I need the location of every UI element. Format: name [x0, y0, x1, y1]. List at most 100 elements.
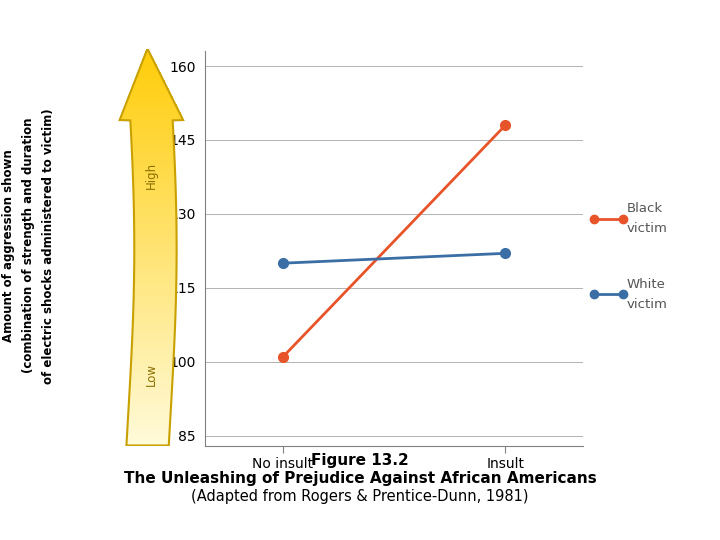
Polygon shape: [136, 75, 162, 78]
Polygon shape: [129, 93, 171, 96]
Polygon shape: [134, 207, 176, 210]
Polygon shape: [134, 252, 176, 255]
Polygon shape: [140, 64, 157, 67]
Text: of electric shocks administered to victim): of electric shocks administered to victi…: [42, 108, 55, 383]
Polygon shape: [132, 173, 175, 176]
Polygon shape: [130, 369, 173, 372]
Polygon shape: [133, 316, 176, 319]
Polygon shape: [128, 411, 171, 414]
Polygon shape: [133, 308, 176, 310]
Polygon shape: [134, 271, 176, 273]
Polygon shape: [138, 70, 159, 72]
Polygon shape: [127, 424, 170, 427]
Polygon shape: [127, 437, 169, 440]
Polygon shape: [134, 268, 176, 271]
Polygon shape: [133, 298, 176, 300]
Polygon shape: [130, 379, 173, 382]
Polygon shape: [131, 133, 174, 136]
Polygon shape: [133, 313, 176, 316]
Text: victim: victim: [626, 222, 667, 235]
Text: Amount of aggression shown: Amount of aggression shown: [2, 150, 15, 342]
Polygon shape: [134, 255, 176, 258]
Polygon shape: [132, 146, 174, 149]
Polygon shape: [134, 245, 176, 247]
Polygon shape: [141, 62, 156, 64]
Polygon shape: [134, 197, 176, 199]
Text: The Unleashing of Prejudice Against African Americans: The Unleashing of Prejudice Against Afri…: [124, 471, 596, 487]
Polygon shape: [130, 125, 173, 128]
Polygon shape: [134, 279, 176, 281]
Polygon shape: [130, 384, 172, 387]
Polygon shape: [134, 213, 176, 215]
Polygon shape: [134, 228, 176, 231]
Polygon shape: [134, 247, 176, 249]
Text: ALWAYS LEARNING: ALWAYS LEARNING: [11, 513, 106, 522]
Polygon shape: [131, 358, 174, 361]
Polygon shape: [127, 422, 170, 424]
Polygon shape: [128, 414, 171, 416]
Polygon shape: [132, 326, 175, 329]
Polygon shape: [132, 337, 174, 340]
Text: Black: Black: [626, 202, 662, 215]
Polygon shape: [132, 144, 174, 146]
Polygon shape: [129, 398, 171, 401]
Polygon shape: [145, 51, 150, 54]
Polygon shape: [134, 205, 176, 207]
Polygon shape: [132, 345, 174, 348]
Polygon shape: [127, 99, 174, 102]
Text: victim: victim: [626, 298, 667, 310]
Polygon shape: [132, 350, 174, 353]
Polygon shape: [127, 435, 169, 437]
Polygon shape: [125, 104, 176, 107]
Text: White: White: [626, 278, 665, 291]
Polygon shape: [131, 88, 168, 91]
Polygon shape: [132, 157, 175, 160]
Polygon shape: [133, 189, 176, 192]
Polygon shape: [143, 59, 154, 62]
Polygon shape: [134, 215, 176, 218]
Polygon shape: [130, 123, 173, 125]
Polygon shape: [132, 165, 175, 167]
Polygon shape: [131, 128, 174, 131]
Polygon shape: [135, 78, 163, 80]
Polygon shape: [127, 419, 170, 422]
Text: (combination of strength and duration: (combination of strength and duration: [22, 118, 35, 374]
Polygon shape: [134, 202, 176, 205]
Polygon shape: [134, 231, 176, 234]
Polygon shape: [133, 83, 166, 86]
Polygon shape: [134, 292, 176, 295]
Polygon shape: [129, 401, 171, 403]
Polygon shape: [133, 305, 176, 308]
Polygon shape: [132, 353, 174, 355]
Polygon shape: [133, 186, 176, 189]
Polygon shape: [134, 260, 176, 263]
Polygon shape: [132, 167, 175, 170]
Polygon shape: [133, 310, 176, 313]
Text: Social Psychology, Eighth Edition: Social Psychology, Eighth Edition: [126, 512, 264, 521]
Text: Low: Low: [145, 362, 158, 386]
Polygon shape: [134, 287, 176, 289]
Polygon shape: [134, 281, 176, 284]
Polygon shape: [134, 218, 176, 221]
Polygon shape: [134, 242, 176, 245]
Polygon shape: [134, 295, 176, 298]
Polygon shape: [128, 408, 171, 411]
Polygon shape: [128, 406, 171, 408]
Polygon shape: [145, 54, 151, 57]
Text: High: High: [145, 162, 158, 189]
Polygon shape: [132, 342, 174, 345]
Polygon shape: [128, 96, 173, 99]
Polygon shape: [130, 393, 172, 395]
Polygon shape: [132, 321, 175, 324]
Polygon shape: [130, 377, 173, 379]
Polygon shape: [134, 249, 176, 252]
Polygon shape: [132, 332, 175, 334]
Polygon shape: [132, 141, 174, 144]
Polygon shape: [133, 176, 176, 178]
Text: Elliot Aronson | Timothy D. Wilson | Robin M. Akert: Elliot Aronson | Timothy D. Wilson | Rob…: [126, 526, 338, 536]
Text: PEARSON: PEARSON: [662, 515, 720, 533]
Polygon shape: [129, 403, 171, 406]
Polygon shape: [134, 223, 176, 226]
Polygon shape: [130, 372, 173, 374]
Polygon shape: [131, 355, 174, 358]
